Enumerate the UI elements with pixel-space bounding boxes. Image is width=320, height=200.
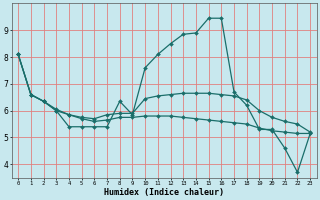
X-axis label: Humidex (Indice chaleur): Humidex (Indice chaleur) [104,188,224,197]
